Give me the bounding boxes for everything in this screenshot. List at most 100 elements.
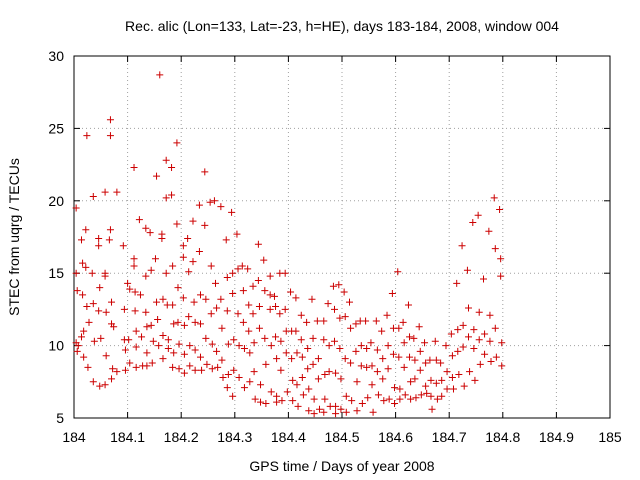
data-point xyxy=(155,342,163,350)
y-tick-label: 5 xyxy=(56,410,64,426)
data-point xyxy=(448,373,456,381)
data-point xyxy=(143,323,151,331)
data-point xyxy=(401,391,409,399)
data-point xyxy=(438,392,446,400)
data-point xyxy=(108,298,116,306)
data-point xyxy=(481,350,489,358)
data-point xyxy=(320,408,328,416)
data-point xyxy=(347,324,355,332)
data-point xyxy=(73,287,81,295)
data-point xyxy=(185,313,193,321)
data-point xyxy=(186,362,194,370)
data-point xyxy=(72,269,80,277)
data-point xyxy=(433,395,441,403)
data-point xyxy=(410,334,418,342)
data-point xyxy=(239,287,247,295)
data-point xyxy=(195,247,203,255)
data-point xyxy=(266,305,274,313)
data-point xyxy=(234,265,242,273)
x-tick-label: 184.3 xyxy=(217,429,252,445)
data-point xyxy=(453,279,461,287)
data-point xyxy=(95,307,103,315)
data-point xyxy=(474,211,482,219)
data-point xyxy=(189,258,197,266)
data-point xyxy=(79,259,87,267)
data-point xyxy=(415,323,423,331)
data-point xyxy=(191,318,199,326)
data-point xyxy=(222,236,230,244)
data-point xyxy=(373,346,381,354)
data-point xyxy=(126,359,134,367)
data-point xyxy=(314,375,322,383)
data-point xyxy=(169,301,177,309)
data-point xyxy=(288,355,296,363)
x-tick-label: 184.6 xyxy=(378,429,413,445)
data-point xyxy=(208,365,216,373)
data-point xyxy=(229,289,237,297)
data-point xyxy=(156,71,164,79)
data-point xyxy=(459,321,467,329)
data-point xyxy=(162,156,170,164)
data-point xyxy=(443,368,451,376)
x-tick-label: 184.7 xyxy=(432,429,467,445)
data-point xyxy=(196,291,204,299)
data-point xyxy=(106,132,114,140)
data-point xyxy=(353,407,361,415)
data-point xyxy=(219,373,227,381)
data-point xyxy=(313,317,321,325)
data-point xyxy=(437,359,445,367)
data-point xyxy=(389,350,397,358)
data-point xyxy=(213,347,221,355)
data-point xyxy=(124,279,132,287)
data-point xyxy=(427,392,435,400)
data-point xyxy=(110,323,118,331)
data-point xyxy=(164,336,172,344)
data-point xyxy=(399,318,407,326)
data-point xyxy=(278,397,286,405)
data-points xyxy=(72,71,506,418)
data-point xyxy=(304,344,312,352)
data-point xyxy=(362,317,370,325)
data-point xyxy=(229,392,237,400)
data-point xyxy=(321,395,329,403)
data-point xyxy=(249,282,257,290)
data-point xyxy=(417,391,425,399)
data-point xyxy=(363,363,371,371)
data-point xyxy=(234,310,242,318)
data-point xyxy=(262,360,270,368)
data-point xyxy=(412,394,420,402)
data-point xyxy=(310,395,318,403)
data-point xyxy=(159,355,167,363)
data-point xyxy=(154,316,162,324)
data-point xyxy=(297,336,305,344)
data-point xyxy=(106,116,114,124)
data-point xyxy=(282,349,290,357)
data-point xyxy=(464,304,472,312)
data-point xyxy=(346,298,354,306)
data-point xyxy=(321,371,329,379)
data-point xyxy=(230,336,238,344)
data-point xyxy=(89,300,97,308)
data-point xyxy=(119,242,127,250)
data-point xyxy=(347,359,355,367)
data-point xyxy=(207,262,215,270)
data-point xyxy=(143,349,151,357)
data-point xyxy=(373,368,381,376)
data-point xyxy=(179,242,187,250)
data-point xyxy=(422,359,430,367)
data-point xyxy=(102,308,110,316)
data-point xyxy=(384,365,392,373)
data-point xyxy=(298,353,306,361)
data-point xyxy=(396,385,404,393)
data-point xyxy=(245,327,253,335)
data-point xyxy=(294,402,302,410)
data-point xyxy=(497,272,505,280)
data-point xyxy=(257,381,265,389)
x-tick-label: 184.9 xyxy=(539,429,574,445)
data-point xyxy=(492,353,500,361)
data-point xyxy=(240,384,248,392)
data-point xyxy=(416,347,424,355)
data-point xyxy=(357,362,365,370)
data-point xyxy=(325,342,333,350)
